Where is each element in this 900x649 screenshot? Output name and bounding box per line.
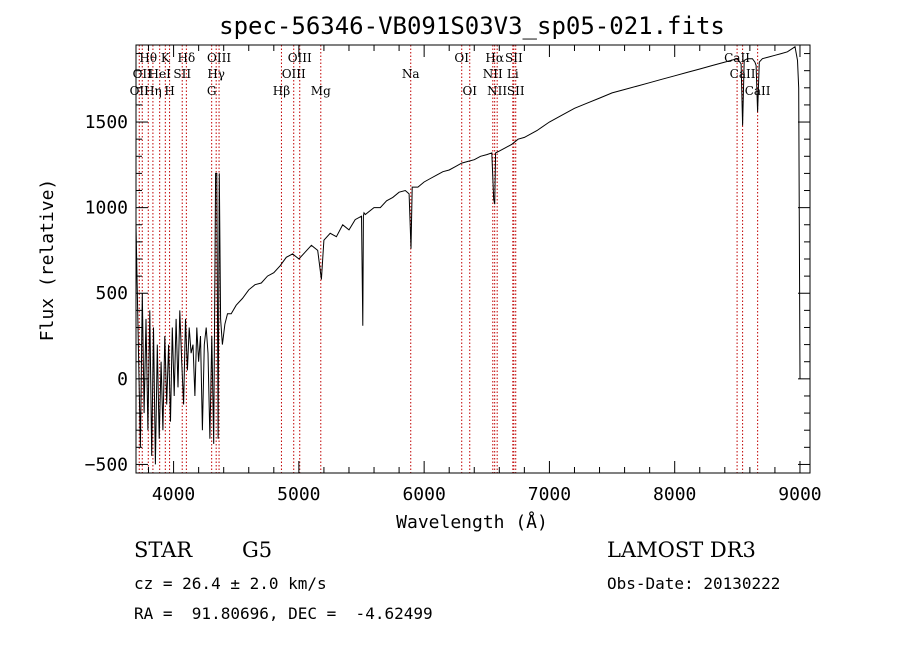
obs-date: Obs-Date: 20130222 (607, 574, 781, 593)
line-label: Hβ (273, 84, 290, 98)
x-tick-label: 4000 (152, 484, 195, 505)
line-label: OII (133, 67, 153, 81)
x-tick-label: 8000 (653, 484, 696, 505)
line-label: K (161, 51, 171, 65)
plot-frame (135, 44, 811, 474)
line-label: G (207, 84, 217, 98)
line-label: Hα (485, 51, 504, 65)
object-class: STAR (134, 538, 193, 562)
spectrum-line (135, 45, 801, 465)
spectrum-series (135, 45, 801, 465)
line-label: Hγ (207, 67, 225, 81)
line-label: NII (487, 84, 507, 98)
line-label: OIII (282, 67, 306, 81)
redshift-readout: cz = 26.4 ± 2.0 km/s (134, 574, 327, 593)
line-label: CaII (730, 67, 756, 81)
chart-title: spec-56346-VB091S03V3_sp05-021.fits (219, 12, 725, 40)
line-label: OIII (288, 51, 312, 65)
line-label: SII (173, 67, 191, 81)
line-label: OII (130, 84, 150, 98)
y-tick-label: 1500 (85, 112, 128, 133)
line-label: Hδ (178, 51, 196, 65)
x-axis-label: Wavelength (Å) (396, 511, 548, 533)
line-label: OIII (207, 51, 231, 65)
x-tick-label: 9000 (778, 484, 821, 505)
x-tick-label: 5000 (277, 484, 320, 505)
emission-line-markers (138, 45, 759, 473)
y-tick-label: 1000 (85, 198, 128, 219)
x-tick-label: 7000 (528, 484, 571, 505)
line-label: Na (402, 67, 420, 81)
line-label: Mg (311, 84, 331, 98)
line-label: CaII (724, 51, 750, 65)
line-label: OI (462, 84, 477, 98)
line-label: SII (507, 84, 525, 98)
y-tick-label: 0 (117, 369, 128, 390)
line-label: OI (454, 51, 469, 65)
object-subclass: G5 (242, 538, 273, 562)
y-axis: −500 0 500 1000 1500 (85, 53, 810, 475)
x-axis: 4000 5000 6000 7000 8000 9000 (148, 45, 822, 505)
line-label: H (164, 84, 174, 98)
line-label: Hη (144, 84, 162, 98)
line-labels: OII OII Hθ Hη HeI K H SII Hδ G Hγ OIII Hβ OIII OIII Mg N… (130, 51, 771, 98)
line-label: HeI (149, 67, 172, 81)
y-axis-label: Flux (relative) (37, 179, 58, 342)
coordinates: RA = 91.80696, DEC = -4.62499 (134, 604, 433, 623)
y-tick-label: −500 (85, 454, 128, 475)
x-tick-label: 6000 (402, 484, 445, 505)
y-tick-label: 500 (95, 283, 128, 304)
line-label: Hθ (139, 51, 157, 65)
survey-name: LAMOST DR3 (607, 538, 756, 562)
line-label: SII (505, 51, 523, 65)
line-label: NII (483, 67, 503, 81)
line-label: Li (507, 67, 519, 81)
line-label: CaII (745, 84, 771, 98)
